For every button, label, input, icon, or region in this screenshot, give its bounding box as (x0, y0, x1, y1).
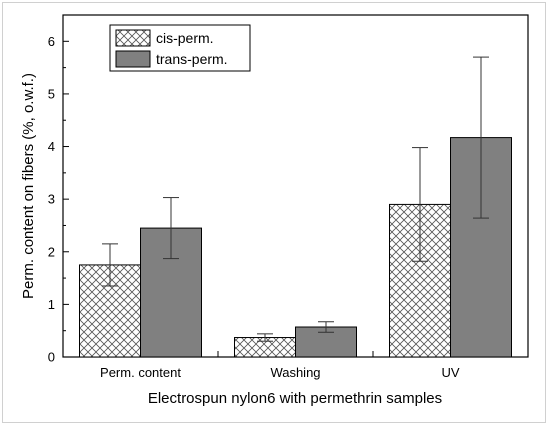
x-tick-label: Washing (270, 365, 320, 380)
legend-label-cis: cis-perm. (156, 30, 214, 46)
legend-swatch-trans (115, 50, 151, 68)
y-tick-label: 4 (48, 139, 55, 154)
legend-label-trans: trans-perm. (156, 51, 228, 67)
x-axis-ticks: Perm. content Washing UV (100, 351, 460, 380)
y-tick-label: 5 (48, 86, 55, 101)
x-tick-label: UV (441, 365, 459, 380)
x-axis-title: Electrospun nylon6 with permethrin sampl… (148, 390, 442, 407)
x-tick-label: Perm. content (100, 365, 181, 380)
legend-swatch-cis (115, 29, 151, 47)
y-axis-title: Perm. content on fibers (%, o.w.f.) (20, 73, 37, 299)
legend: cis-perm. trans-perm. (109, 24, 251, 72)
y-axis-ticks: 0 1 2 3 4 5 6 (48, 14, 69, 365)
y-tick-label: 3 (48, 192, 55, 207)
y-tick-label: 2 (48, 244, 55, 259)
y-tick-label: 6 (48, 34, 55, 49)
y-tick-label: 0 (48, 350, 55, 365)
bars (79, 56, 512, 358)
y-tick-label: 1 (48, 297, 55, 312)
